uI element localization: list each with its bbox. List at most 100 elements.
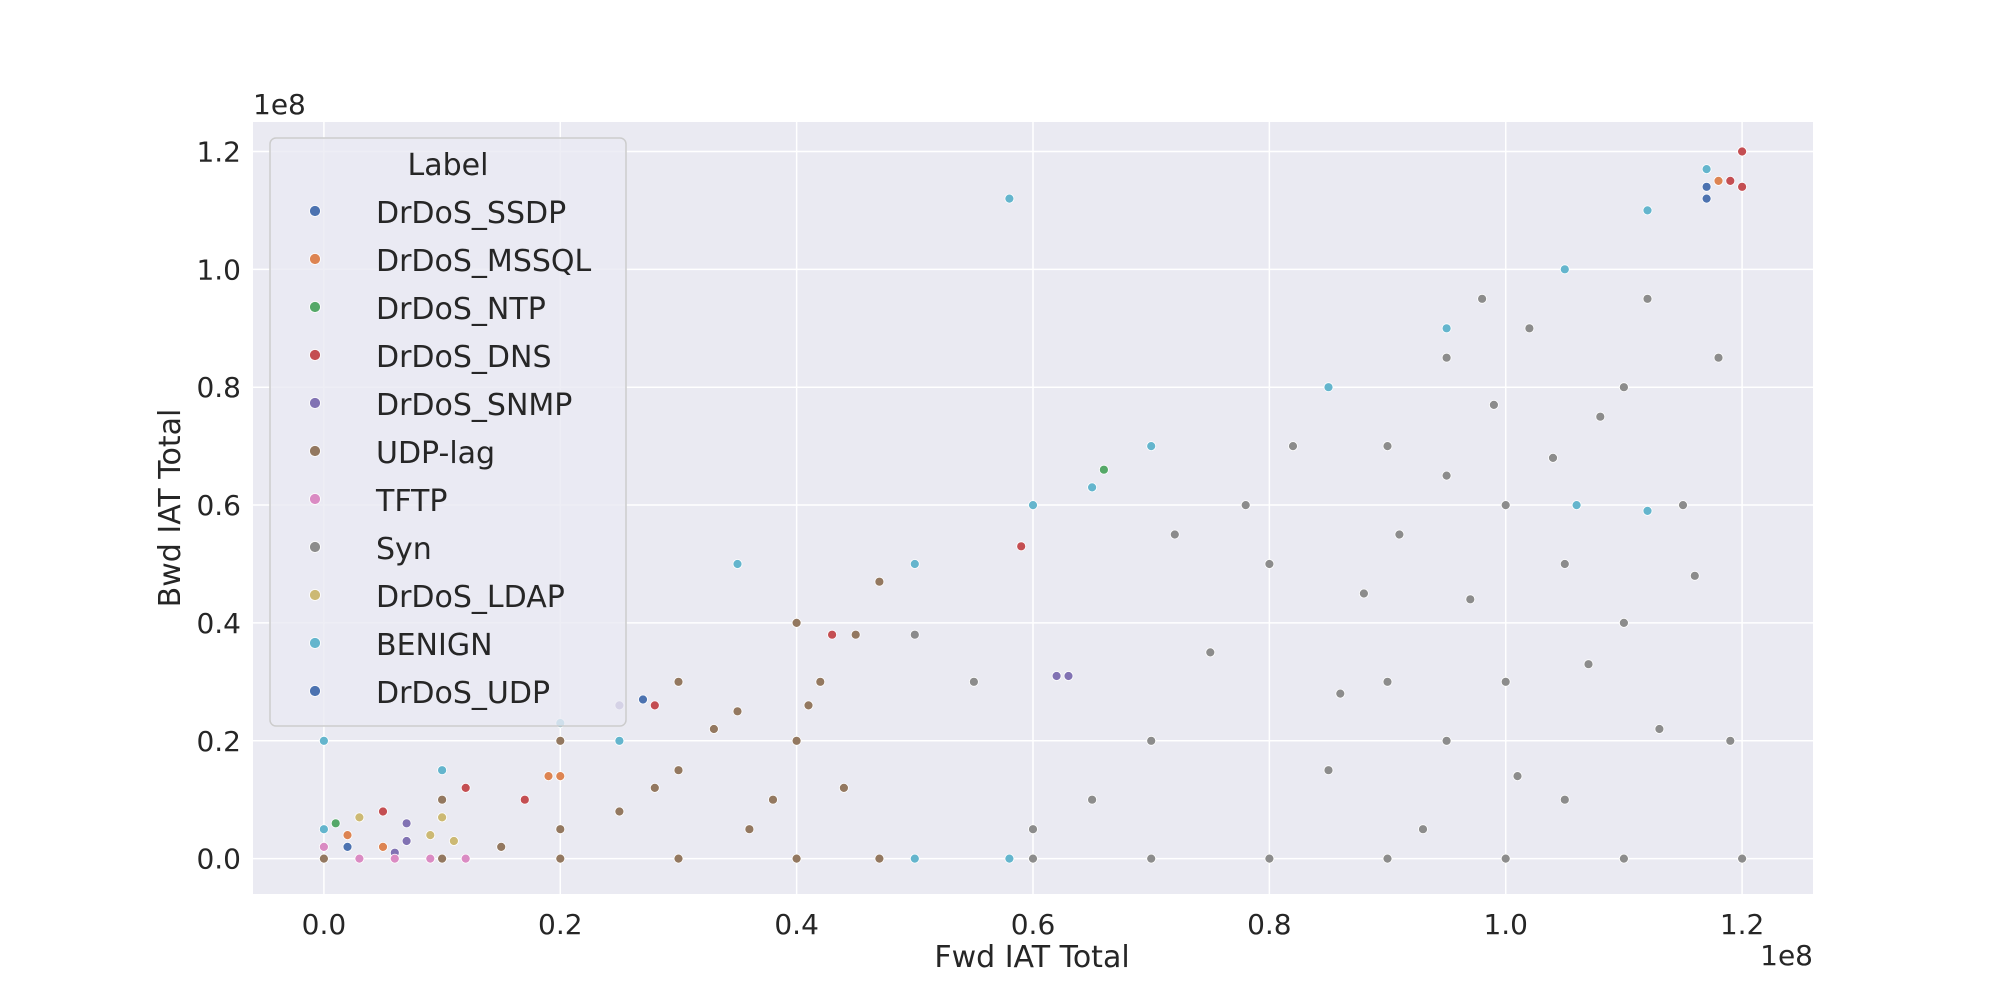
data-point	[638, 694, 648, 705]
data-point	[803, 700, 814, 711]
data-point	[555, 771, 566, 781]
legend-item: DrDoS_NTP	[309, 292, 546, 327]
data-point	[874, 853, 885, 864]
data-point	[555, 824, 566, 835]
data-point	[709, 724, 719, 734]
data-point	[1146, 441, 1157, 452]
legend-label: DrDoS_DNS	[376, 340, 552, 375]
y-tick-label: 1.0	[196, 253, 241, 286]
data-point	[1169, 529, 1180, 540]
data-point	[1240, 500, 1251, 511]
data-point	[1264, 853, 1275, 864]
data-point	[425, 830, 436, 840]
data-point	[791, 618, 802, 628]
data-point	[1028, 500, 1038, 511]
x-tick-label: 1.2	[1720, 908, 1765, 941]
data-point	[1619, 382, 1629, 393]
data-point	[401, 836, 412, 846]
data-point	[1559, 264, 1570, 275]
data-point	[1465, 594, 1476, 605]
data-point	[1595, 411, 1606, 422]
data-point	[1642, 205, 1653, 216]
data-point	[1004, 853, 1015, 864]
data-point	[1146, 735, 1157, 746]
data-point	[1016, 541, 1027, 552]
y-axis-label: Bwd IAT Total	[153, 409, 188, 608]
data-point	[543, 771, 554, 781]
legend-label: BENIGN	[376, 628, 493, 663]
data-point	[342, 842, 353, 852]
data-point	[496, 842, 507, 852]
data-point	[909, 559, 920, 569]
data-point	[318, 853, 329, 864]
data-point	[1619, 853, 1629, 864]
legend-item: DrDoS_LDAP	[309, 580, 565, 615]
data-point	[673, 853, 684, 864]
data-point	[1382, 441, 1393, 452]
legend-marker	[309, 541, 321, 553]
data-point	[1500, 500, 1511, 511]
y-tick-label: 0.6	[196, 489, 241, 522]
data-point	[1701, 193, 1712, 204]
data-point	[437, 853, 448, 864]
data-point	[1500, 676, 1511, 687]
data-point	[318, 824, 329, 835]
data-point	[318, 735, 329, 746]
data-point	[425, 853, 436, 864]
data-point	[1642, 505, 1653, 516]
data-points	[318, 146, 1747, 864]
data-point	[354, 812, 365, 823]
data-point	[850, 629, 861, 640]
legend-marker	[309, 397, 321, 409]
series-benign	[318, 164, 1712, 864]
data-point	[555, 735, 566, 746]
legend-item: BENIGN	[309, 628, 493, 663]
legend-item: Syn	[309, 532, 432, 567]
data-point	[649, 783, 660, 793]
data-point	[673, 676, 684, 687]
data-point	[1477, 293, 1487, 304]
x-tick-label: 0.6	[1011, 908, 1056, 941]
data-point	[1087, 482, 1097, 493]
data-point	[1323, 765, 1334, 776]
data-point	[448, 836, 459, 846]
data-point	[1512, 771, 1523, 781]
data-point	[1689, 570, 1700, 581]
data-point	[768, 794, 778, 805]
x-offset-text: 1e8	[1760, 939, 1813, 972]
legend-marker	[309, 349, 321, 361]
data-point	[460, 783, 471, 793]
data-point	[1205, 647, 1216, 658]
legend-marker	[309, 253, 321, 265]
y-tick-label: 0.2	[196, 725, 241, 758]
data-point	[1524, 323, 1535, 334]
legend-label: DrDoS_MSSQL	[376, 244, 592, 279]
data-point	[1418, 824, 1428, 835]
data-point	[1583, 659, 1594, 670]
data-point	[330, 818, 341, 829]
data-point	[378, 806, 388, 817]
data-point	[1359, 588, 1369, 599]
x-tick-label: 1.0	[1483, 908, 1528, 941]
data-point	[437, 812, 448, 823]
data-point	[827, 629, 837, 640]
data-point	[1335, 688, 1346, 699]
data-point	[378, 842, 388, 852]
data-point	[401, 818, 412, 829]
series-drdos-ssdp	[638, 181, 1712, 705]
data-point	[1701, 164, 1712, 175]
legend-label: DrDoS_NTP	[376, 292, 546, 327]
legend-item: DrDoS_SSDP	[309, 196, 566, 231]
data-point	[1051, 671, 1062, 681]
data-point	[519, 794, 530, 805]
series-tftp	[318, 842, 471, 864]
legend-marker	[309, 637, 321, 649]
series-drdos-ntp	[330, 464, 1109, 829]
legend-marker	[309, 685, 321, 697]
data-point	[909, 629, 920, 640]
data-point	[1028, 853, 1038, 864]
data-point	[1559, 559, 1570, 569]
data-point	[732, 706, 743, 717]
legend-label: UDP-lag	[376, 436, 495, 471]
data-point	[1264, 559, 1275, 569]
